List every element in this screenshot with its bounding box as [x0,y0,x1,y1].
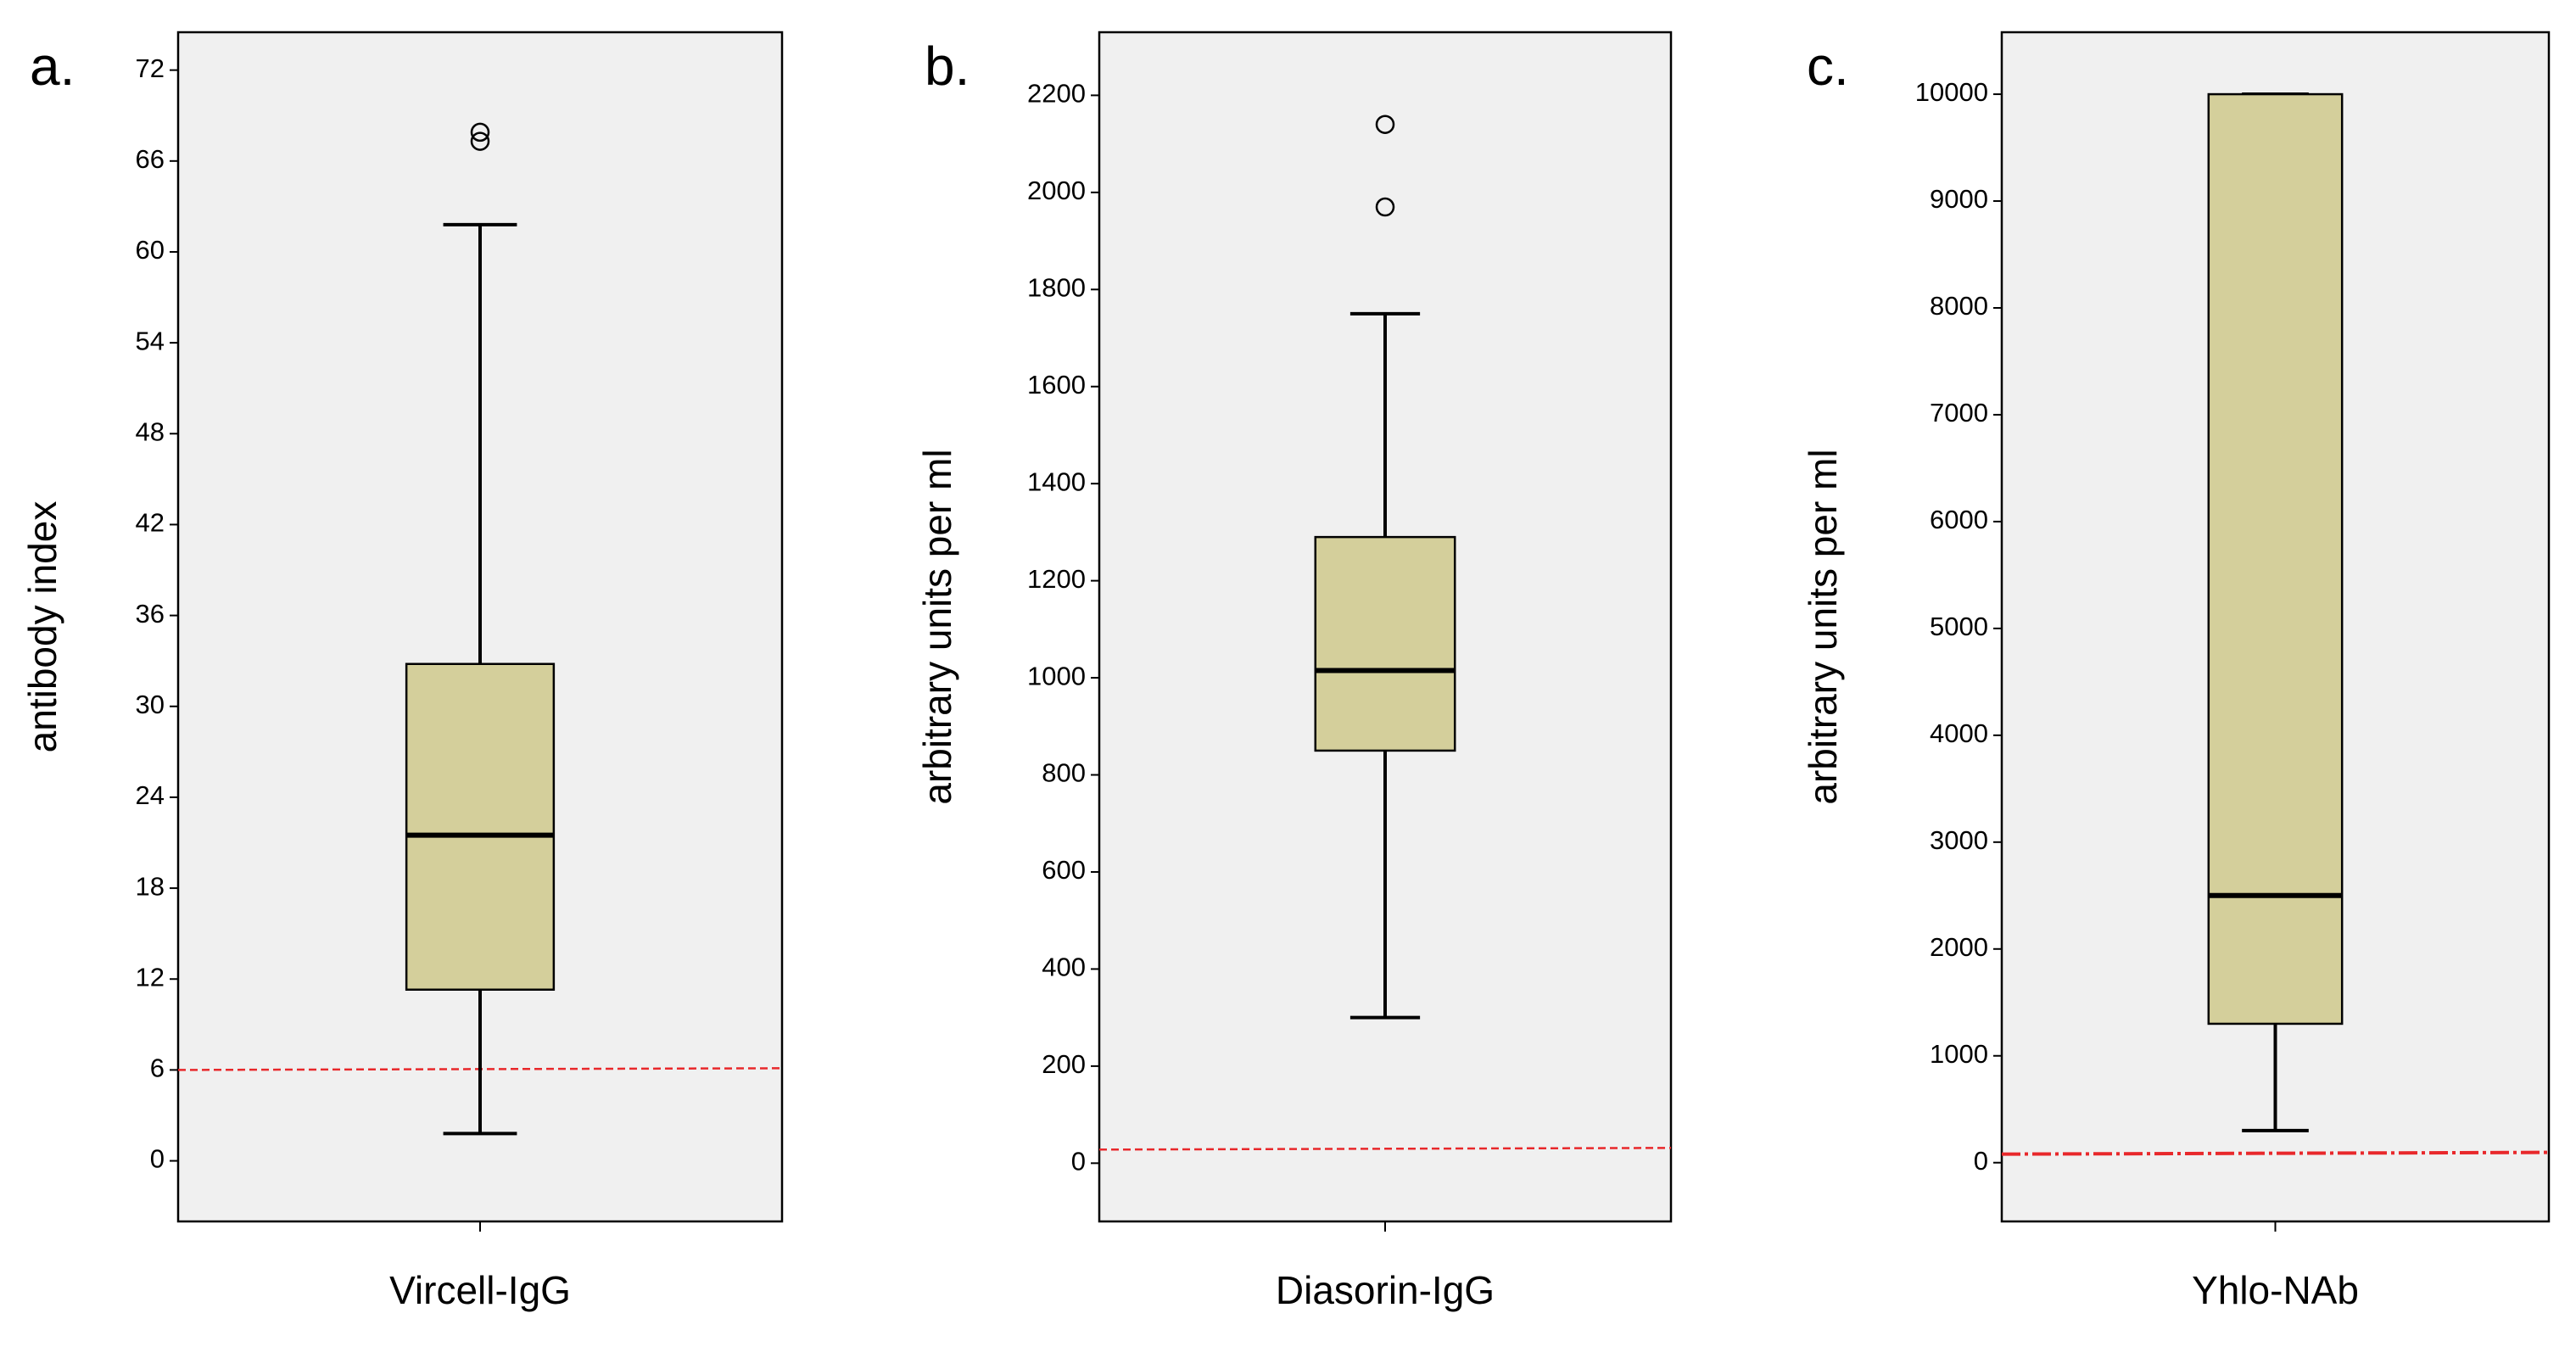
y-tick-label: 200 [1042,1049,1086,1079]
y-tick-label: 0 [1974,1146,1988,1176]
y-tick-label: 1000 [1027,661,1086,690]
y-tick-label: 7000 [1930,398,1988,428]
y-tick-label: 12 [136,962,165,992]
y-tick-label: 30 [136,690,165,719]
y-axis-title: arbitrary units per ml [915,449,959,804]
y-axis-title: arbitrary units per ml [1801,449,1845,804]
x-category-label: Vircell-IgG [389,1268,571,1312]
y-tick-label: 1400 [1027,467,1086,496]
outlier-point [470,122,490,143]
y-tick-label: 1200 [1027,564,1086,594]
y-tick-label: 0 [150,1144,165,1174]
y-tick-label: 4000 [1930,718,1988,748]
y-tick-label: 1800 [1027,272,1086,302]
y-tick-label: 1000 [1930,1039,1988,1069]
iqr-box [2207,92,2344,1025]
iqr-box [405,662,556,991]
y-tick-label: 48 [136,416,165,446]
y-tick-label: 54 [136,326,165,355]
y-axis-title: antibody index [20,501,64,753]
y-tick-label: 8000 [1930,291,1988,321]
outlier-point [470,131,490,151]
x-category-label: Diasorin-IgG [1276,1268,1495,1312]
chart-panel-1: a. 0 6 12 18 24 30 36 42 48 54 60 66 72 antibody index… [20,31,784,1312]
y-tick-label: 0 [1071,1147,1086,1176]
y-tick-label: 2000 [1930,932,1988,962]
y-tick-label: 800 [1042,758,1086,788]
chart-panel-2: b. 0 200 400 600 800 1000 1200 1400 1600 1800 2000 2… [915,31,1673,1312]
cutoff-line [1098,1147,1672,1151]
iqr-box [1314,535,1456,752]
panel-label: c. [1807,36,1849,97]
y-tick-label: 10000 [1915,77,1988,107]
panel-label: a. [30,36,75,97]
y-tick-label: 2200 [1027,79,1086,109]
outlier-point [1375,197,1395,217]
y-tick-label: 5000 [1930,612,1988,641]
x-category-label: Yhlo-NAb [2192,1268,2359,1312]
y-tick-label: 24 [136,780,165,810]
y-tick-label: 2000 [1027,176,1086,205]
y-tick-label: 42 [136,508,165,538]
outlier-point [1375,115,1395,134]
y-tick-label: 6 [150,1053,165,1083]
y-tick-label: 66 [136,144,165,174]
y-tick-label: 9000 [1930,184,1988,214]
y-tick-label: 36 [136,599,165,629]
y-tick-label: 400 [1042,953,1086,982]
y-tick-label: 1600 [1027,370,1086,400]
panel-label: b. [925,36,969,97]
y-tick-label: 3000 [1930,825,1988,855]
chart-panel-3: c. 0 1000 2000 3000 4000 5000 6000 7000 8000 9000 1… [1801,31,2551,1312]
y-tick-label: 6000 [1930,505,1988,534]
y-tick-label: 18 [136,871,165,901]
y-tick-label: 60 [136,235,165,265]
y-tick-label: 600 [1042,855,1086,885]
y-tick-label: 72 [136,53,165,83]
